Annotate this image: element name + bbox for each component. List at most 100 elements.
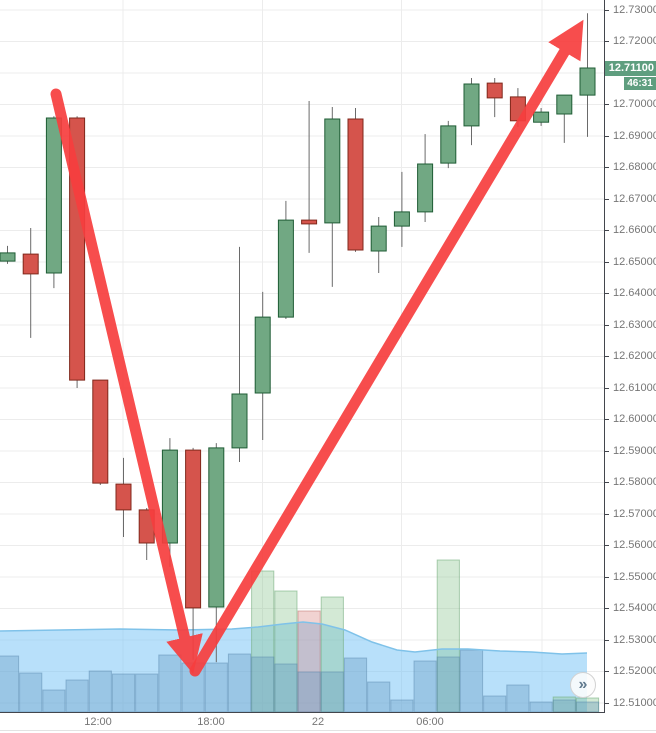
volume-bar-blue [251, 656, 275, 713]
candle-body [486, 82, 503, 99]
price-axis-label: 12.64000 [613, 287, 656, 299]
volume-bar-blue [19, 672, 43, 713]
candle-body [231, 393, 248, 449]
volume-bar-blue [111, 673, 136, 713]
candle [45, 116, 62, 289]
candle-body [45, 117, 62, 274]
price-axis-label: 12.55000 [613, 570, 656, 583]
price-axis-label: 12.61000 [613, 381, 656, 394]
candle [486, 78, 503, 118]
candle-body [347, 118, 364, 251]
trend-arrow-down[interactable] [50, 88, 203, 674]
candle-body [22, 253, 39, 275]
price-axis-tick [605, 702, 609, 704]
volume-bar-blue [552, 699, 576, 713]
price-axis-label: 12.60000 [613, 413, 656, 425]
volume-bar-blue [204, 662, 228, 713]
time-axis[interactable]: 12:00 18:00 22 06:00 [0, 713, 656, 730]
candle [92, 379, 109, 485]
candle-body [417, 163, 434, 213]
candle [370, 217, 387, 273]
price-axis-tick [605, 576, 609, 578]
liquidity-area [0, 622, 587, 712]
price-axis-tick [605, 671, 609, 672]
candle-body [277, 219, 294, 318]
price-axis-tick [605, 513, 609, 515]
price-axis-tick [605, 41, 609, 42]
candle-body [301, 219, 318, 225]
price-axis-tick [605, 639, 609, 641]
candle [533, 108, 550, 126]
double-chevron-right-icon: » [578, 676, 588, 693]
volume-bar-blue [42, 689, 66, 713]
candle [161, 438, 178, 567]
price-axis-label: 12.65000 [613, 255, 656, 268]
price-axis-tick [605, 261, 609, 263]
time-axis-label: 18:00 [197, 716, 225, 728]
candle [115, 457, 132, 537]
candle-body [254, 316, 271, 394]
time-axis-line [0, 712, 605, 713]
price-axis-label: 12.52000 [613, 665, 656, 677]
volume-bar-blue [320, 671, 344, 713]
candle-body [370, 225, 387, 252]
price-axis-tick [605, 135, 609, 137]
volume-bar-blue [506, 684, 530, 713]
price-axis-label: 12.51000 [613, 696, 656, 709]
volume-bar-blue [575, 701, 600, 713]
volume-bar-blue [436, 656, 460, 713]
price-axis-label: 12.73000 [613, 3, 656, 16]
price-axis-tick [605, 198, 609, 200]
volume-bar-blue [158, 654, 182, 713]
candle [0, 245, 16, 264]
price-axis-label: 12.69000 [613, 129, 656, 142]
volume-bar-blue [65, 679, 89, 713]
price-axis-tick [605, 324, 609, 326]
volume-bar-blue [483, 695, 507, 713]
price-axis-tick [605, 450, 609, 452]
time-axis-label: 06:00 [416, 716, 444, 728]
price-axis-label: 12.62000 [613, 350, 656, 362]
price-axis-tick [605, 608, 609, 609]
price-axis-line [604, 0, 605, 727]
time-axis-label: 22 [311, 716, 325, 728]
candle-countdown-badge: 46:31 [624, 77, 656, 90]
price-axis-label: 12.68000 [613, 161, 656, 173]
candle-body [533, 111, 550, 123]
price-axis[interactable]: 12.7300012.7200012.7100012.7000012.69000… [605, 0, 656, 712]
current-price-badge: 12.71100 [605, 61, 656, 76]
candle [417, 134, 434, 222]
price-axis-label: 12.72000 [613, 35, 656, 47]
candle [231, 246, 248, 462]
price-axis-label: 12.67000 [613, 192, 656, 205]
candle-body [161, 449, 178, 544]
candle-body [324, 118, 341, 224]
candle-body [579, 67, 596, 96]
candle-body [115, 483, 132, 511]
candle [324, 107, 341, 287]
candle-body [463, 83, 480, 127]
candle [254, 291, 271, 440]
candle [301, 101, 318, 253]
price-axis-label: 12.56000 [613, 539, 656, 551]
price-axis-tick [605, 293, 609, 294]
price-axis-tick [605, 419, 609, 420]
trend-arrow-up[interactable] [189, 19, 584, 677]
volume-bar-blue [0, 655, 20, 713]
volume-bar-blue [343, 657, 368, 713]
scroll-to-realtime-button[interactable]: » [570, 672, 596, 698]
volume-bar-blue [135, 673, 159, 713]
candle-body [556, 94, 573, 115]
price-axis-tick [605, 482, 609, 483]
candle [579, 13, 596, 137]
volume-bar-blue [88, 670, 112, 713]
candle [185, 447, 202, 660]
price-axis-tick [605, 387, 609, 389]
price-axis-label: 12.70000 [613, 98, 656, 110]
price-axis-tick [605, 9, 609, 11]
candle [277, 200, 294, 319]
candle [463, 78, 480, 146]
price-axis-label: 12.53000 [613, 633, 656, 646]
